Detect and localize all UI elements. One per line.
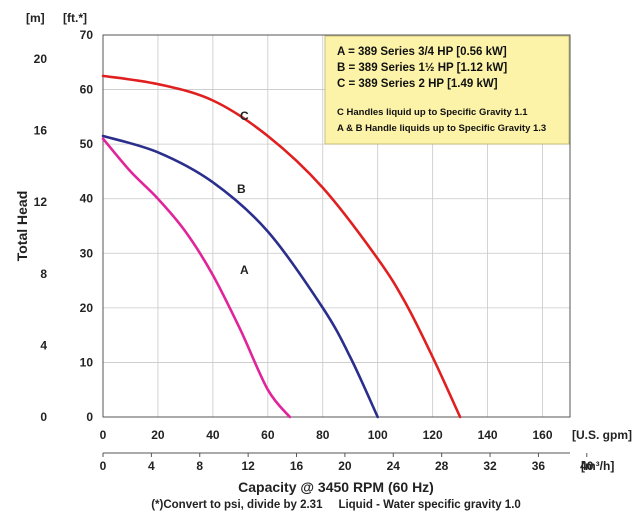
unit-label-gpm: [U.S. gpm]: [572, 428, 632, 442]
y-tick-ft: 70: [80, 28, 94, 42]
legend-entry-a: A = 389 Series 3/4 HP [0.56 kW]: [337, 46, 507, 58]
y-tick-ft: 30: [80, 246, 94, 260]
y-tick-m: 20: [34, 52, 48, 66]
y-tick-ft: 0: [86, 410, 93, 424]
curve-b: [101, 134, 379, 419]
x-tick-m3h: 36: [532, 459, 546, 473]
y-tick-m: 4: [40, 338, 47, 352]
legend-note-ab: A & B Handle liquids up to Specific Grav…: [337, 123, 546, 134]
x-tick-m3h: 24: [387, 459, 401, 473]
x-tick-gpm: 40: [206, 428, 220, 442]
y-tick-ft: 50: [80, 137, 94, 151]
curve-label-a: A: [240, 263, 249, 277]
m3h-tick-marks: [102, 453, 588, 457]
legend: A = 389 Series 3/4 HP [0.56 kW] B = 389 …: [324, 35, 570, 145]
y-tick-ft: 10: [80, 355, 94, 369]
x-tick-m3h: 0: [100, 459, 107, 473]
curve-label-b: B: [237, 182, 246, 196]
x-tick-m3h: 12: [241, 459, 255, 473]
x-tick-gpm: 80: [316, 428, 330, 442]
curve-c: [101, 74, 462, 419]
y-tick-ft: 40: [80, 192, 94, 206]
x-tick-gpm: 0: [100, 428, 107, 442]
x-tick-gpm: 20: [151, 428, 165, 442]
x-tick-m3h: 28: [435, 459, 449, 473]
plot-frame: [102, 34, 571, 418]
x-tick-gpm: 160: [533, 428, 553, 442]
y-tick-m: 12: [34, 195, 48, 209]
curve-a: [101, 137, 292, 419]
legend-entry-b: B = 389 Series 1½ HP [1.12 kW]: [337, 62, 507, 74]
tick-labels: 0 20 40 60 80 100 120 140 1600102030405060700481…: [34, 28, 594, 473]
unit-label-m: [m]: [26, 11, 45, 25]
y-tick-ft: 60: [80, 83, 94, 97]
y-tick-m: 16: [34, 124, 48, 138]
x-tick-m3h: 4: [148, 459, 155, 473]
y-tick-ft: 20: [80, 301, 94, 315]
x-tick-m3h: 16: [290, 459, 304, 473]
x-tick-gpm: 60: [261, 428, 275, 442]
curve-label-c: C: [240, 109, 249, 123]
legend-background: [324, 35, 570, 145]
x-tick-m3h: 40: [580, 459, 594, 473]
y-tick-m: 8: [40, 267, 47, 281]
legend-entry-c: C = 389 Series 2 HP [1.49 kW]: [337, 78, 498, 90]
pump-curves: [101, 74, 462, 419]
footnote: (*)Convert to psi, divide by 2.31 Liquid…: [151, 499, 521, 511]
y-tick-m: 0: [40, 410, 47, 424]
x-tick-gpm: 120: [423, 428, 443, 442]
unit-label-ft: [ft.*]: [63, 11, 87, 25]
legend-note-c: C Handles liquid up to Specific Gravity …: [337, 107, 528, 118]
x-axis-title: Capacity @ 3450 RPM (60 Hz): [238, 479, 434, 495]
x-tick-m3h: 32: [483, 459, 497, 473]
x-tick-m3h: 8: [196, 459, 203, 473]
unit-label-m3h: [m³/h]: [581, 459, 614, 473]
x-tick-m3h: 20: [338, 459, 352, 473]
y-axis-title: Total Head: [14, 191, 30, 262]
x-tick-gpm: 100: [368, 428, 388, 442]
x-tick-gpm: 140: [478, 428, 498, 442]
